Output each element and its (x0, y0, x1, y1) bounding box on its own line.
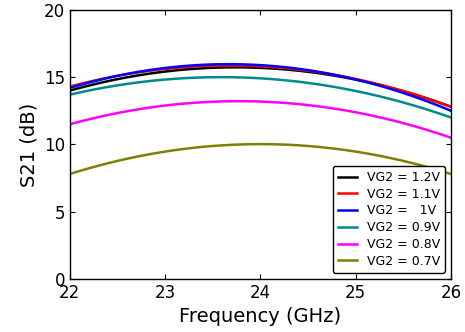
VG2 = 0.7V (168, 149, 174, 153)
VG2 = 0.9V (82, 89, 88, 93)
VG2 = 0.9V (431, 110, 437, 114)
VG2 = 1.2V (168, 69, 174, 73)
VG2 = 1.2V (138, 73, 143, 77)
VG2 = 0.7V (90, 165, 95, 169)
VG2 = 0.8V (236, 99, 241, 103)
VG2 = 1.1V (431, 99, 437, 103)
VG2 = 1.1V (90, 79, 95, 83)
VG2 = 1.2V (82, 85, 88, 89)
VG2 = 1.1V (138, 70, 143, 74)
VG2 =   1V (226, 62, 232, 66)
VG2 = 0.7V (82, 167, 88, 171)
VG2 = 1.1V (82, 81, 88, 85)
X-axis label: Frequency (GHz): Frequency (GHz) (179, 307, 341, 326)
VG2 = 0.7V (257, 142, 262, 146)
VG2 = 1.1V (67, 85, 73, 89)
Line: VG2 =   1V: VG2 = 1V (70, 64, 451, 111)
Legend: VG2 = 1.2V, VG2 = 1.1V, VG2 =   1V, VG2 = 0.9V, VG2 = 0.8V, VG2 = 0.7V: VG2 = 1.2V, VG2 = 1.1V, VG2 = 1V, VG2 = … (333, 166, 445, 273)
VG2 = 0.9V (168, 77, 174, 81)
Y-axis label: S21 (dB): S21 (dB) (19, 102, 38, 187)
VG2 =   1V (431, 102, 437, 106)
VG2 = 0.8V (90, 117, 95, 121)
VG2 = 0.9V (67, 93, 73, 97)
VG2 = 1.2V (90, 83, 95, 87)
Line: VG2 = 1.1V: VG2 = 1.1V (70, 65, 451, 107)
VG2 = 0.9V (448, 116, 454, 120)
VG2 = 0.8V (431, 130, 437, 134)
VG2 =   1V (168, 65, 174, 69)
VG2 = 0.8V (82, 118, 88, 122)
Line: VG2 = 1.2V: VG2 = 1.2V (70, 67, 451, 107)
VG2 =   1V (82, 82, 88, 86)
Line: VG2 = 0.8V: VG2 = 0.8V (70, 101, 451, 138)
Line: VG2 = 0.9V: VG2 = 0.9V (70, 77, 451, 118)
VG2 = 0.7V (138, 154, 143, 158)
VG2 = 0.7V (418, 163, 423, 167)
VG2 = 1.2V (431, 99, 437, 103)
VG2 = 0.9V (90, 88, 95, 92)
Line: VG2 = 0.7V: VG2 = 0.7V (70, 144, 451, 174)
VG2 = 0.7V (448, 172, 454, 176)
VG2 = 0.8V (138, 107, 143, 111)
VG2 = 0.9V (418, 106, 423, 110)
VG2 = 0.8V (448, 136, 454, 140)
VG2 = 0.9V (219, 75, 224, 79)
VG2 = 1.1V (448, 105, 454, 109)
VG2 = 1.2V (448, 105, 454, 109)
VG2 = 0.8V (418, 126, 423, 130)
VG2 =   1V (90, 80, 95, 84)
VG2 = 1.2V (232, 65, 237, 69)
VG2 = 0.8V (168, 103, 174, 107)
VG2 =   1V (418, 97, 423, 101)
VG2 = 1.1V (168, 66, 174, 70)
VG2 = 0.7V (67, 172, 73, 176)
VG2 = 0.8V (67, 122, 73, 126)
VG2 = 1.2V (67, 89, 73, 93)
VG2 = 1.1V (226, 63, 232, 67)
VG2 =   1V (448, 109, 454, 113)
VG2 =   1V (138, 69, 143, 73)
VG2 = 0.7V (431, 167, 437, 171)
VG2 = 1.1V (418, 94, 423, 98)
VG2 = 0.9V (138, 80, 143, 84)
VG2 =   1V (67, 86, 73, 90)
VG2 = 1.2V (418, 94, 423, 98)
